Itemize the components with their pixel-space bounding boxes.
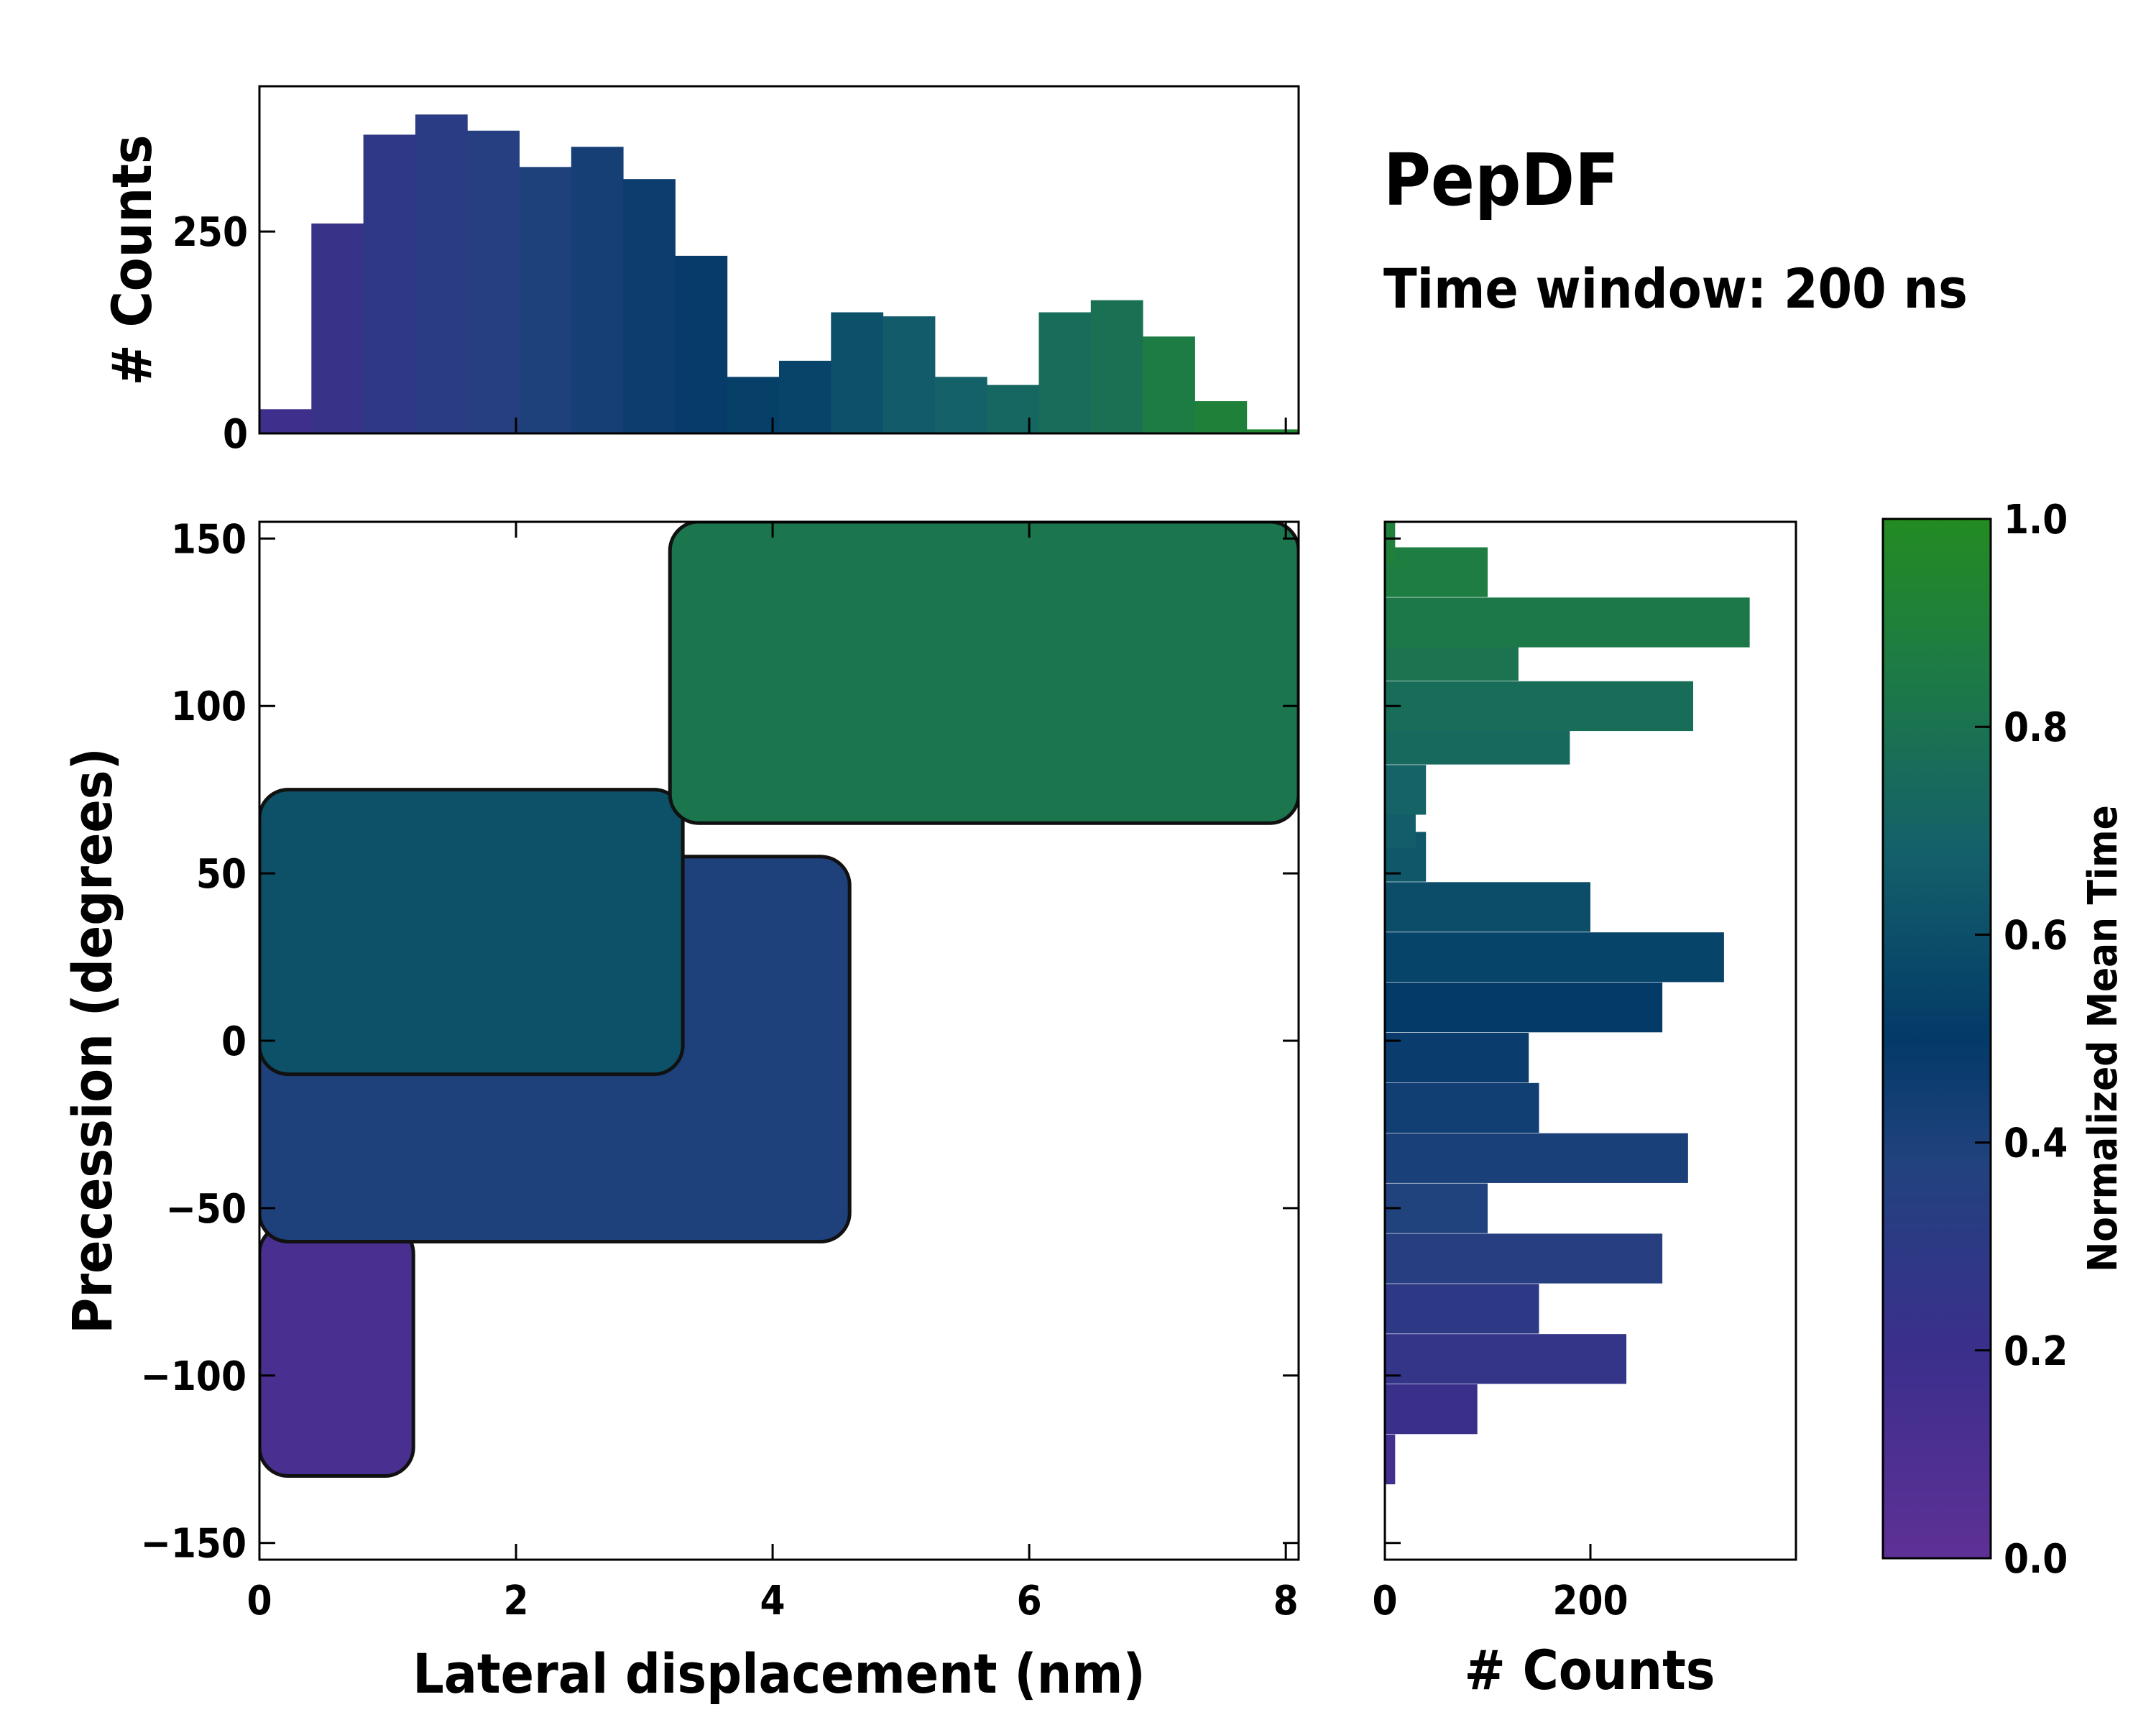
main-heatmap: 0 2 4 6 8 −150 −100 −50 0 50 100 150 Lateral displa… [60, 516, 1300, 1706]
main-xtick-label: 0 [247, 1578, 272, 1624]
top-histogram-bar [1038, 312, 1092, 433]
right-histogram-bar [1385, 1284, 1539, 1334]
colorbar-tick-label: 0.0 [2004, 1536, 2068, 1583]
right-histogram-bar [1385, 1434, 1396, 1485]
main-ylabel: Precession (degrees) [60, 748, 124, 1333]
top-histogram-bar [571, 147, 624, 433]
top-histogram-bar [259, 409, 312, 433]
right-histogram-bar [1385, 597, 1750, 648]
top-histogram-bar [311, 223, 364, 433]
top-histogram-ylabel: # Counts [100, 134, 164, 385]
main-ytick-label: −150 [141, 1521, 247, 1568]
top-histogram-bar [727, 377, 780, 433]
right-histogram-frame [1383, 520, 1797, 1561]
colorbar-tick-label: 0.8 [2004, 704, 2068, 751]
right-histogram-bar [1385, 1133, 1688, 1183]
right-histogram-bar [1385, 983, 1663, 1033]
main-xlabel: Lateral displacement (nm) [413, 1642, 1146, 1706]
main-ytick-label: 150 [171, 516, 247, 563]
colorbar-ticks: 0.0 0.2 0.4 0.6 0.8 1.0 [1975, 497, 2068, 1583]
main-xtick-label: 6 [1017, 1578, 1042, 1624]
colorbar-tick-label: 1.0 [2004, 497, 2068, 543]
right-histogram-bar [1385, 1183, 1488, 1233]
top-histogram-bar [467, 130, 520, 433]
right-histogram-bar [1385, 547, 1488, 597]
main-xtick-label: 4 [760, 1578, 786, 1624]
figure-title: PepDF [1383, 138, 1619, 222]
top-histogram-bar [831, 312, 884, 433]
figure-subtitle: Time window: 200 ns [1383, 257, 1968, 321]
top-histogram-bar [883, 316, 936, 433]
main-frame [258, 520, 1300, 1561]
top-histogram-bar [1246, 429, 1299, 433]
colorbar-tick-label: 0.2 [2004, 1328, 2068, 1375]
right-histogram-bar [1385, 681, 1693, 732]
right-histogram-bar [1385, 1032, 1529, 1083]
top-histogram-bar [1090, 300, 1143, 433]
colorbar-fill [1881, 518, 1992, 1560]
right-histogram-bar [1385, 522, 1396, 564]
top-histogram-bar [519, 167, 572, 433]
right-histogram-bar [1385, 1384, 1478, 1435]
main-ticks: 0 2 4 6 8 −150 −100 −50 0 50 100 150 [141, 516, 1299, 1624]
main-ytick-label: −100 [141, 1353, 247, 1400]
main-ytick-label: −50 [166, 1186, 247, 1233]
right-histogram-xtick-label: 200 [1552, 1578, 1628, 1624]
heatmap-cluster-4 [668, 522, 1299, 825]
colorbar: 0.0 0.2 0.4 0.6 0.8 1.0 Normalized Mean Time [1881, 497, 2127, 1583]
right-histogram-bar [1385, 882, 1590, 932]
colorbar-tick-label: 0.6 [2004, 912, 2068, 959]
top-histogram-bar [779, 360, 831, 433]
right-histogram-bar [1385, 1082, 1539, 1133]
top-histogram-bar [415, 114, 468, 433]
main-ytick-label: 0 [221, 1018, 247, 1065]
right-histogram-bar [1385, 765, 1427, 815]
right-histogram-xlabel: # Counts [1464, 1638, 1715, 1702]
right-histogram-bar [1385, 1334, 1627, 1384]
top-histogram-ytick-label: 250 [172, 209, 248, 256]
top-histogram-bars [259, 114, 1299, 433]
heatmap-cluster-1 [259, 1223, 415, 1478]
right-histogram: 0 200 # Counts [1372, 520, 1797, 1702]
main-xtick-label: 8 [1273, 1578, 1299, 1624]
heatmap-regions [259, 522, 1299, 1478]
right-histogram-ticks: 0 200 [1372, 537, 1628, 1624]
top-histogram-ticks: 0 250 [172, 209, 1287, 458]
top-histogram-bar [1194, 401, 1248, 433]
top-histogram: 0 250 # Counts [100, 85, 1300, 458]
main-ytick-label: 50 [196, 851, 247, 898]
right-histogram-bar [1385, 1233, 1663, 1284]
top-histogram-bar [675, 255, 728, 433]
top-histogram-bar [987, 385, 1039, 433]
right-histogram-bars [1385, 522, 1750, 1485]
top-histogram-bar [1143, 336, 1195, 433]
top-histogram-bar [623, 179, 676, 433]
right-histogram-xtick-label: 0 [1372, 1578, 1397, 1624]
main-ytick-label: 100 [171, 684, 247, 730]
top-histogram-ytick-label: 0 [223, 411, 248, 458]
top-histogram-bar [363, 134, 416, 433]
top-histogram-bar [934, 377, 987, 433]
right-histogram-bar [1385, 932, 1724, 983]
colorbar-label: Normalized Mean Time [2080, 805, 2127, 1272]
main-xtick-label: 2 [504, 1578, 529, 1624]
colorbar-tick-label: 0.4 [2004, 1121, 2068, 1167]
top-histogram-frame [258, 85, 1300, 435]
heatmap-cluster-3 [259, 788, 685, 1077]
